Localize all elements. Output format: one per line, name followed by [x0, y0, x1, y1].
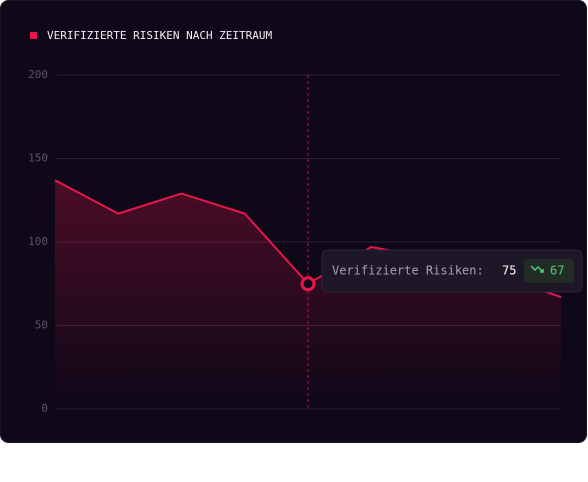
- y-tick-label: 150: [28, 152, 48, 165]
- legend-swatch: [30, 32, 37, 39]
- y-tick-label: 0: [41, 402, 48, 415]
- area: [55, 180, 561, 409]
- tooltip-value: 75: [502, 264, 516, 278]
- tooltip-label: Verifizierte Risiken:: [332, 264, 484, 278]
- plot: 0 50 100 150 200 Verifizierte Risiken: 75 67: [28, 68, 583, 415]
- chart-title: VERIFIZIERTE RISIKEN NACH ZEITRAUM: [47, 29, 273, 42]
- y-tick-label: 100: [28, 235, 48, 248]
- hover-point: [300, 276, 316, 292]
- trend-icon: [530, 265, 544, 273]
- tooltip: [321, 249, 583, 293]
- delta-badge: [524, 259, 574, 283]
- y-tick-label: 50: [35, 319, 48, 332]
- y-tick-label: 200: [28, 68, 48, 81]
- delta-value: 67: [550, 264, 564, 278]
